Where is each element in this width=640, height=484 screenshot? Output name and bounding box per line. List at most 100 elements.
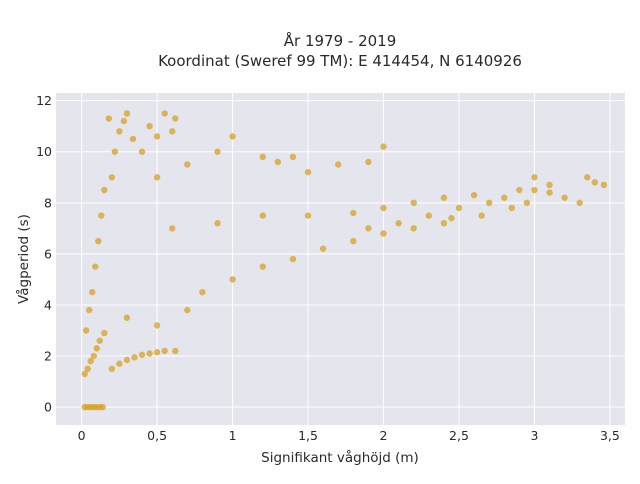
data-point [153,349,161,356]
data-point [95,237,102,245]
data-point [82,327,90,334]
data-point [478,212,485,219]
data-point [319,245,327,252]
data-point [304,212,312,219]
data-point [425,212,432,219]
y-tick-label: 0 [44,400,52,415]
data-point [410,199,417,207]
data-point [365,225,372,232]
data-point [516,186,523,194]
data-point [172,115,179,122]
data-point [410,225,417,232]
y-tick-label: 4 [44,297,52,312]
tick-labels: 0 0,5 1 1,5 2 2,5 3 3,5 0 2 4 6 8 10 12 [36,93,620,443]
x-tick-label: 0 [78,428,86,443]
data-point [99,403,106,411]
data-point [350,237,357,245]
plot-area [56,93,625,425]
data-point [335,161,342,168]
x-tick-label: 1 [229,428,237,443]
data-point [90,352,97,360]
data-point [120,117,128,125]
data-point [169,128,176,135]
data-point [576,199,583,207]
data-point [214,220,221,227]
data-point [259,263,266,270]
data-point [153,174,161,181]
data-point [531,174,538,181]
data-point [96,337,103,344]
data-point [289,153,297,161]
data-point [87,357,94,365]
data-point [508,204,516,212]
data-point [600,181,608,189]
data-point [123,314,131,321]
y-tick-label: 6 [44,246,52,261]
data-point [105,115,113,122]
x-tick-label: 2,5 [449,428,469,443]
data-point [84,365,91,373]
x-tick-label: 3 [530,428,538,443]
data-point [123,356,131,364]
data-point [289,255,297,263]
x-axis-label: Signifikant våghöjd (m) [261,449,419,466]
data-point [304,168,312,176]
data-point [440,194,448,201]
data-point [199,289,206,296]
data-point [448,214,455,222]
data-point [153,322,161,329]
data-point [138,148,146,155]
data-point [111,148,119,155]
data-point [380,230,387,237]
data-point [153,133,161,140]
data-point [561,194,568,201]
data-point [214,148,221,155]
data-point [440,220,448,227]
y-axis-label: Vågperiod (s) [15,214,32,304]
y-tick-label: 8 [44,195,52,210]
data-point [123,110,131,117]
y-tick-label: 10 [36,144,52,159]
data-point [81,370,88,378]
x-tick-label: 1,5 [298,428,318,443]
data-point [531,186,538,194]
data-point [92,263,99,270]
data-point [146,350,153,357]
data-point [470,191,478,199]
data-point [129,135,137,143]
data-point [350,209,357,217]
data-point [184,306,191,314]
grid-lines [56,93,625,425]
data-point [93,345,100,352]
data-point [86,306,93,314]
data-point [108,365,116,373]
x-tick-label: 0,5 [147,428,167,443]
data-point [169,225,176,232]
data-point [380,143,387,150]
data-point [365,158,372,166]
data-points [81,110,608,411]
data-point [116,360,123,367]
data-point [89,289,96,296]
data-point [591,179,599,186]
data-point [98,212,105,219]
data-point [501,194,508,201]
data-point [108,174,116,181]
data-point [274,158,282,166]
data-point [101,186,108,194]
data-point [131,354,138,361]
data-point [172,347,179,355]
data-point [546,189,553,196]
data-point [259,212,266,219]
data-point [184,161,191,168]
data-point [395,220,402,227]
data-point [138,351,146,358]
y-tick-label: 2 [44,349,52,364]
data-point [161,347,168,355]
data-point [546,181,553,189]
data-point [485,199,493,207]
x-tick-label: 3,5 [600,428,620,443]
data-point [161,110,168,117]
